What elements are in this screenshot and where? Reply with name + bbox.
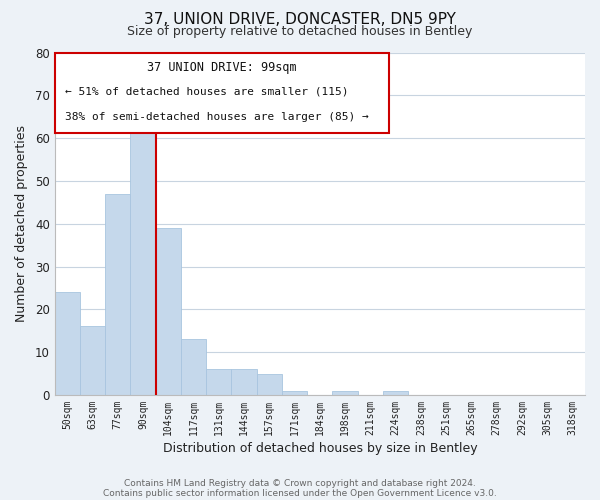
Bar — [232, 370, 257, 395]
Bar — [332, 390, 358, 395]
Text: 37 UNION DRIVE: 99sqm: 37 UNION DRIVE: 99sqm — [147, 61, 296, 74]
Text: 37, UNION DRIVE, DONCASTER, DN5 9PY: 37, UNION DRIVE, DONCASTER, DN5 9PY — [144, 12, 456, 28]
Y-axis label: Number of detached properties: Number of detached properties — [15, 125, 28, 322]
Bar — [206, 370, 232, 395]
Bar — [383, 390, 408, 395]
Bar — [130, 112, 155, 395]
Bar — [105, 194, 130, 395]
Text: Contains public sector information licensed under the Open Government Licence v3: Contains public sector information licen… — [103, 488, 497, 498]
Text: Size of property relative to detached houses in Bentley: Size of property relative to detached ho… — [127, 25, 473, 38]
Bar — [80, 326, 105, 395]
Bar — [55, 292, 80, 395]
Text: Contains HM Land Registry data © Crown copyright and database right 2024.: Contains HM Land Registry data © Crown c… — [124, 478, 476, 488]
FancyBboxPatch shape — [55, 52, 389, 133]
X-axis label: Distribution of detached houses by size in Bentley: Distribution of detached houses by size … — [163, 442, 477, 455]
Bar — [155, 228, 181, 395]
Bar — [282, 390, 307, 395]
Bar — [181, 340, 206, 395]
Bar — [257, 374, 282, 395]
Text: ← 51% of detached houses are smaller (115): ← 51% of detached houses are smaller (11… — [65, 86, 349, 97]
Text: 38% of semi-detached houses are larger (85) →: 38% of semi-detached houses are larger (… — [65, 112, 369, 122]
